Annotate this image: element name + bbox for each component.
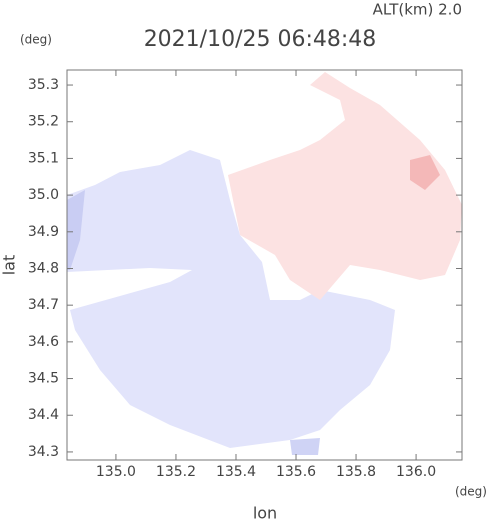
- edge-cell: [67, 190, 85, 270]
- radar-image: [67, 72, 462, 455]
- x-tick-label: 135.2: [156, 464, 196, 480]
- approaching-region: [67, 150, 395, 448]
- y-tick-label: 34.5: [28, 371, 59, 387]
- y-tick-label: 35.3: [28, 77, 59, 93]
- y-tick-label: 34.9: [28, 224, 59, 240]
- y-tick-label: 34.4: [28, 407, 59, 423]
- y-tick-label: 34.7: [28, 297, 59, 313]
- y-tick-label: 34.3: [28, 444, 59, 460]
- y-tick-label: 35.1: [28, 150, 59, 166]
- y-unit: (deg): [20, 33, 52, 47]
- y-tick-label: 35.0: [28, 187, 59, 203]
- y-axis-label: lat: [0, 255, 19, 276]
- x-axis-label: lon: [253, 504, 277, 521]
- plot-frame: [66, 69, 463, 461]
- south-cell: [290, 438, 320, 455]
- receding-region: [228, 72, 462, 300]
- chart-title: 2021/10/25 06:48:48: [144, 27, 377, 52]
- x-tick-label: 135.0: [96, 464, 136, 480]
- y-tick-label: 35.2: [28, 114, 59, 130]
- x-tick-label: 135.4: [216, 464, 256, 480]
- x-unit: (deg): [455, 485, 487, 499]
- y-tick-label: 34.8: [28, 260, 59, 276]
- x-tick-label: 136.0: [396, 464, 436, 480]
- altitude-label: ALT(km) 2.0: [373, 1, 462, 19]
- x-tick-label: 135.6: [276, 464, 316, 480]
- strong-receding-cell: [410, 155, 440, 190]
- x-tick-label: 135.8: [336, 464, 376, 480]
- y-tick-label: 34.6: [28, 334, 59, 350]
